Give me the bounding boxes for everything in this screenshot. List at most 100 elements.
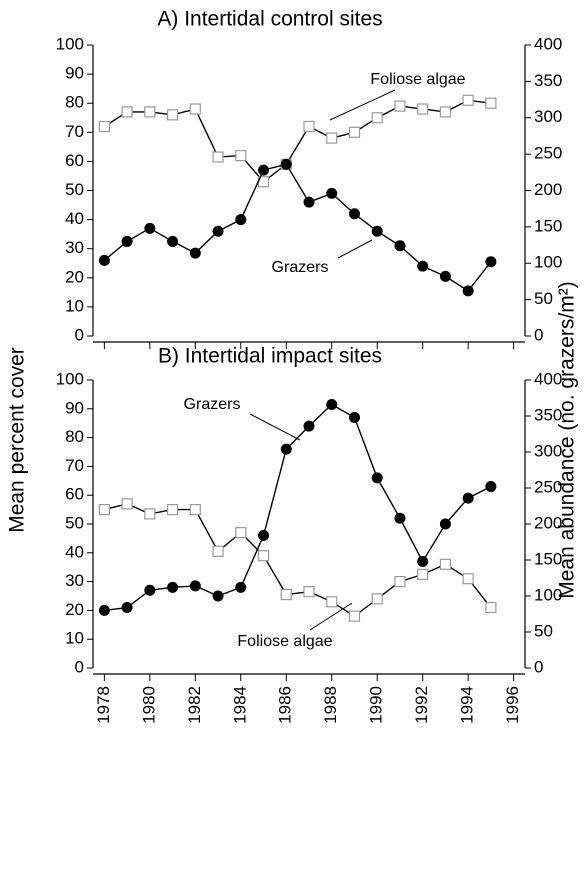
y-tick-label: 10 bbox=[65, 296, 84, 315]
algae-marker bbox=[462, 94, 474, 106]
y2-tick-label: 250 bbox=[534, 144, 562, 163]
grazer-marker bbox=[258, 164, 270, 176]
algae-marker bbox=[189, 504, 201, 516]
grazer-marker bbox=[235, 214, 247, 226]
annotation: Foliose algae bbox=[237, 633, 332, 650]
x-tick-label: 1996 bbox=[503, 686, 522, 724]
x-tick-label: 1982 bbox=[185, 686, 204, 724]
y2-tick-label: 150 bbox=[534, 216, 562, 235]
algae-marker bbox=[212, 545, 224, 557]
grazer-marker bbox=[144, 584, 156, 596]
algae-marker bbox=[98, 504, 110, 516]
grazer-marker bbox=[167, 581, 179, 593]
algae-marker bbox=[98, 120, 110, 133]
grazer-marker bbox=[439, 518, 451, 530]
grazer-marker bbox=[121, 235, 133, 247]
grazer-marker bbox=[485, 256, 497, 268]
x-tick-label: 1990 bbox=[367, 686, 386, 724]
algae-marker bbox=[439, 558, 452, 570]
grazer-marker bbox=[235, 581, 247, 593]
algae-marker bbox=[394, 100, 406, 112]
grazer-marker bbox=[167, 235, 179, 247]
y-tick-label: 0 bbox=[75, 657, 84, 676]
algae-marker bbox=[394, 575, 406, 588]
algae-marker bbox=[303, 586, 315, 598]
grazer-marker bbox=[189, 247, 201, 259]
algae-marker bbox=[371, 593, 383, 605]
algae-marker bbox=[439, 106, 452, 118]
y-tick-label: 0 bbox=[75, 325, 84, 344]
x-tick-label: 1988 bbox=[321, 686, 340, 724]
grazer-marker bbox=[326, 398, 338, 410]
algae-marker bbox=[303, 120, 315, 133]
annotation: Grazers bbox=[184, 396, 241, 413]
grazer-marker bbox=[189, 580, 201, 592]
x-tick-label: 1984 bbox=[230, 686, 249, 724]
leader-line bbox=[329, 89, 396, 121]
grazer-marker bbox=[485, 481, 497, 493]
grazer-marker bbox=[303, 420, 315, 432]
y-tick-label: 30 bbox=[65, 238, 84, 257]
y-tick-label: 40 bbox=[65, 542, 84, 561]
algae-marker bbox=[326, 132, 338, 144]
panel-title: A) Intertidal control sites bbox=[157, 8, 382, 31]
algae-marker bbox=[371, 112, 383, 124]
x-tick-label: 1986 bbox=[276, 686, 295, 724]
algae-marker bbox=[485, 97, 497, 109]
algae-marker bbox=[212, 151, 224, 163]
grazer-marker bbox=[394, 240, 406, 252]
y2-tick-label: 50 bbox=[534, 621, 553, 640]
algae-marker bbox=[121, 498, 133, 510]
grazer-marker bbox=[280, 158, 292, 170]
y2-tick-label: 350 bbox=[534, 71, 562, 90]
algae-marker bbox=[417, 103, 429, 115]
y2-tick-label: 250 bbox=[534, 477, 562, 496]
algae-marker bbox=[121, 106, 133, 118]
y-tick-label: 60 bbox=[65, 151, 84, 170]
y-tick-label: 50 bbox=[65, 180, 84, 199]
y2-tick-label: 150 bbox=[534, 549, 562, 568]
y2-tick-label: 300 bbox=[534, 107, 562, 126]
grazer-marker bbox=[371, 225, 383, 237]
y-tick-label: 80 bbox=[65, 427, 84, 446]
grazer-marker bbox=[417, 260, 429, 272]
y2-tick-label: 100 bbox=[534, 253, 562, 272]
y-tick-label: 70 bbox=[65, 456, 84, 475]
y2-tick-label: 350 bbox=[534, 405, 562, 424]
algae-marker bbox=[348, 610, 361, 622]
y-tick-label: 100 bbox=[56, 34, 84, 53]
series-line bbox=[104, 503, 492, 618]
grazer-marker bbox=[121, 602, 133, 614]
y2-tick-label: 300 bbox=[534, 441, 562, 460]
algae-marker bbox=[166, 504, 179, 516]
x-tick-label: 1978 bbox=[94, 686, 113, 724]
y2-tick-label: 400 bbox=[534, 369, 562, 388]
y-tick-label: 20 bbox=[65, 267, 84, 286]
algae-marker bbox=[485, 601, 497, 614]
series-line bbox=[104, 403, 492, 612]
algae-marker bbox=[235, 149, 247, 162]
leader-line bbox=[309, 602, 353, 631]
grazer-marker bbox=[212, 225, 224, 237]
grazer-marker bbox=[462, 285, 474, 297]
algae-marker bbox=[417, 568, 429, 581]
y2-tick-label: 0 bbox=[534, 657, 543, 676]
grazer-marker bbox=[439, 270, 451, 282]
x-tick-label: 1994 bbox=[458, 686, 477, 724]
y-tick-label: 60 bbox=[65, 485, 84, 504]
annotation: Foliose algae bbox=[370, 71, 465, 88]
algae-marker bbox=[235, 527, 247, 539]
grazer-marker bbox=[280, 443, 292, 455]
algae-marker bbox=[144, 508, 156, 520]
y-tick-label: 70 bbox=[65, 122, 84, 141]
y2-tick-label: 50 bbox=[534, 289, 553, 308]
grazer-marker bbox=[258, 530, 270, 542]
annotation: Grazers bbox=[272, 259, 329, 276]
algae-marker bbox=[144, 106, 156, 118]
y2-tick-label: 200 bbox=[534, 513, 562, 532]
y-tick-label: 90 bbox=[65, 398, 84, 417]
y2-tick-label: 400 bbox=[534, 34, 562, 53]
y2-tick-label: 200 bbox=[534, 180, 562, 199]
grazer-marker bbox=[212, 590, 224, 602]
